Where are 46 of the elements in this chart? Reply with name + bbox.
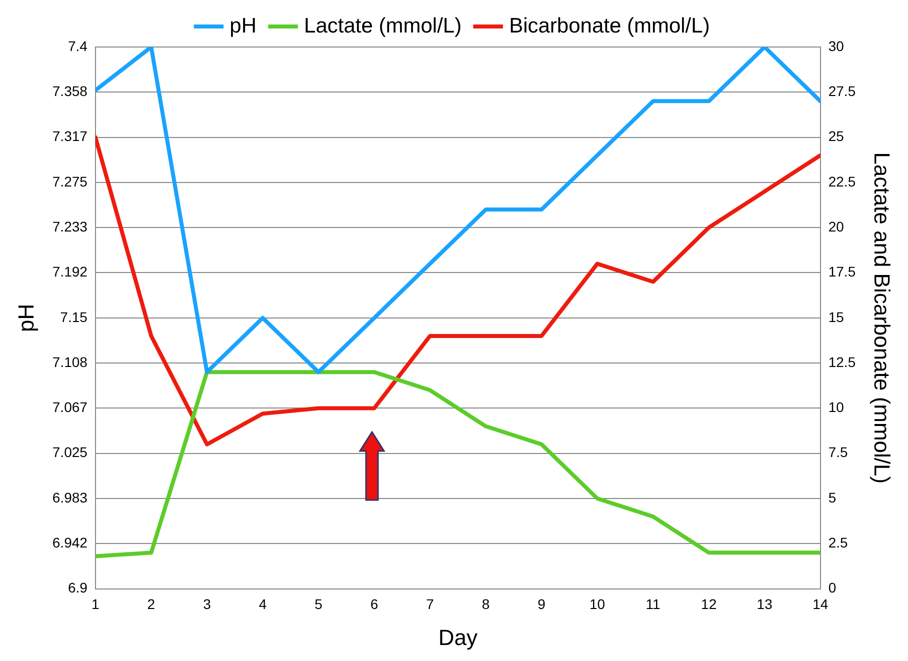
y-tick-label: 6.9: [68, 580, 88, 596]
y-tick-label: 7.067: [52, 399, 88, 416]
y2-axis-title: Lactate and Bicarbonate (mmol/L): [870, 152, 895, 484]
y-tick-label: 7.233: [52, 218, 88, 234]
x-tick-label: 8: [482, 596, 490, 612]
y-tick-label: 7.025: [52, 444, 88, 460]
y2-tick-label: 7.5: [828, 444, 848, 460]
y2-tick-label: 2.5: [828, 534, 848, 551]
x-tick-label: 2: [147, 596, 156, 612]
y2-tick-label: 25: [828, 128, 844, 144]
x-tick-label: 4: [258, 596, 267, 612]
y2-tick-label: 20: [828, 218, 844, 234]
y-tick-label: 7.275: [52, 173, 88, 190]
y-tick-label: 7.317: [52, 128, 88, 144]
y-tick-label: 6.942: [52, 534, 88, 550]
x-axis-title: Day: [438, 624, 478, 650]
y2-tick-label: 22.5: [828, 173, 856, 190]
y-tick-label: 6.983: [52, 489, 88, 506]
y2-tick-label: 17.5: [828, 264, 856, 280]
x-tick-label: 11: [646, 596, 661, 612]
y2-tick-label: 27.5: [828, 83, 856, 100]
y2-tick-label: 5: [828, 489, 836, 506]
x-tick-label: 14: [812, 596, 828, 612]
x-tick-label: 7: [426, 596, 434, 612]
x-tick-label: 13: [756, 596, 773, 612]
legend-label: pH: [230, 14, 257, 38]
x-tick-label: 1: [92, 596, 100, 612]
x-tick-label: 10: [590, 596, 606, 612]
x-tick-label: 9: [538, 596, 546, 612]
x-tick-label: 12: [701, 596, 717, 612]
legend-label: Lactate (mmol/L): [304, 14, 462, 38]
y2-tick-label: 0: [828, 580, 836, 596]
y-tick-label: 7.192: [52, 264, 88, 280]
y2-tick-label: 12.5: [828, 354, 856, 370]
x-tick-label: 5: [314, 596, 323, 612]
y2-tick-label: 10: [828, 399, 844, 416]
y2-tick-label: 15: [828, 308, 844, 325]
legend-label: Bicarbonate (mmol/L): [509, 14, 710, 38]
x-tick-label: 6: [370, 596, 378, 612]
y-tick-label: 7.15: [60, 308, 88, 325]
y-tick-label: 7.358: [52, 83, 88, 100]
x-tick-label: 3: [203, 596, 212, 612]
y-axis-title: pH: [13, 304, 38, 332]
y-tick-label: 7.108: [52, 354, 88, 370]
y-tick-label: 7.4: [68, 38, 88, 54]
y2-tick-label: 30: [828, 38, 844, 54]
